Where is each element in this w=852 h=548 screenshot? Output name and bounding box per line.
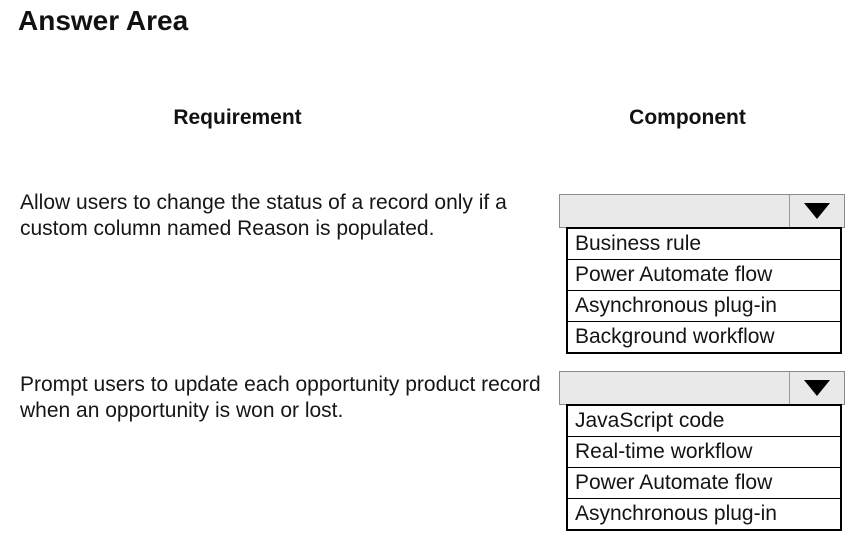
option-power-automate-flow[interactable]: Power Automate flow: [568, 467, 840, 498]
component-dropdown-1[interactable]: [559, 194, 845, 228]
triangle-down-icon: [804, 380, 830, 396]
option-asynchronous-plug-in[interactable]: Asynchronous plug-in: [568, 498, 840, 529]
option-power-automate-flow[interactable]: Power Automate flow: [568, 259, 840, 290]
requirement-text-2: Prompt users to update each opportunity …: [20, 373, 541, 422]
requirement-text-1: Allow users to change the status of a re…: [20, 191, 507, 240]
option-background-workflow[interactable]: Background workflow: [568, 321, 840, 352]
dropdown-1-arrow-button[interactable]: [789, 195, 844, 227]
option-business-rule[interactable]: Business rule: [575, 232, 702, 255]
page-title: Answer Area: [18, 5, 189, 36]
dropdown-1-options-list: Business rule Power Automate flow Asynch…: [566, 227, 842, 354]
dropdown-2-selected-value: [560, 372, 789, 404]
column-header-requirement: Requirement: [173, 106, 302, 129]
dropdown-1-selected-value: [560, 195, 789, 227]
dropdown-2-arrow-button[interactable]: [789, 372, 844, 404]
column-header-component: Component: [629, 106, 746, 129]
option-javascript-code[interactable]: JavaScript code: [575, 409, 725, 432]
dropdown-2-options-list: JavaScript code Real-time workflow Power…: [566, 404, 842, 531]
triangle-down-icon: [804, 203, 830, 219]
option-real-time-workflow[interactable]: Real-time workflow: [568, 436, 840, 467]
option-asynchronous-plug-in[interactable]: Asynchronous plug-in: [568, 290, 840, 321]
component-dropdown-2[interactable]: [559, 371, 845, 405]
